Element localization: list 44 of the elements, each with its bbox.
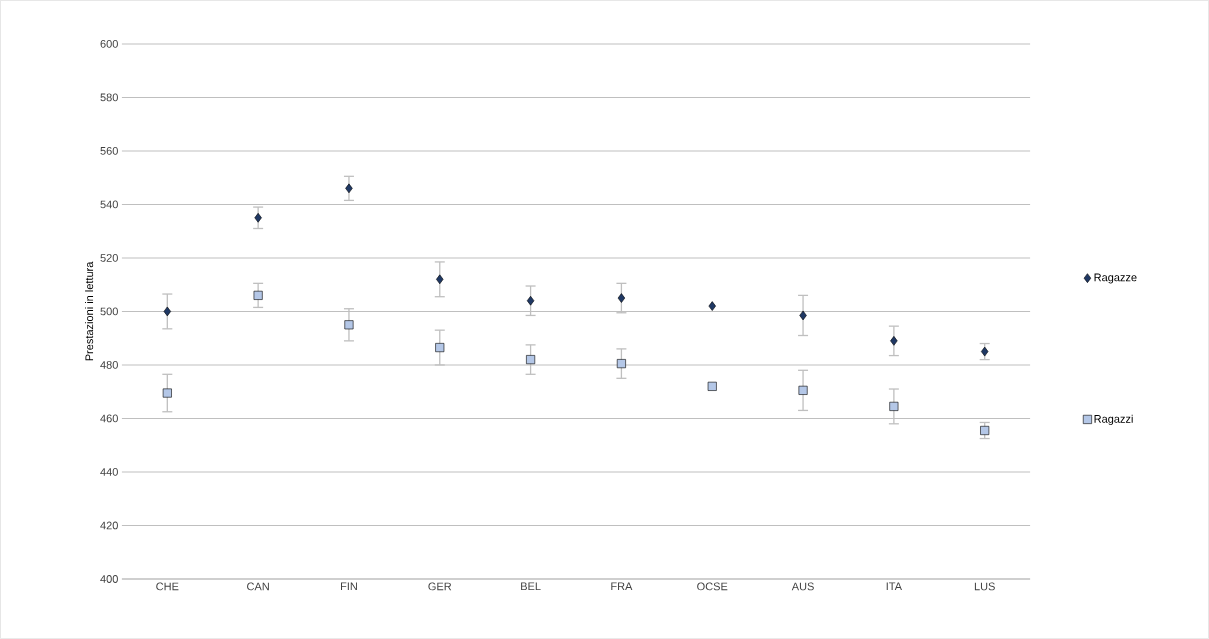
y-tick-label: 440 <box>100 468 118 476</box>
point <box>163 306 171 317</box>
point <box>889 401 899 411</box>
x-tick-label: FIN <box>341 582 357 591</box>
point <box>799 310 807 321</box>
point <box>526 295 535 306</box>
x-tick-label: BEL <box>521 582 541 591</box>
point <box>162 388 172 398</box>
y-tick-label: 400 <box>100 575 118 583</box>
point <box>981 346 989 357</box>
point <box>435 343 445 353</box>
point <box>254 213 262 223</box>
y-tick-label: 540 <box>100 200 118 209</box>
x-tick-label: CAN <box>247 582 269 591</box>
point <box>616 359 626 369</box>
y-tick-label: 480 <box>100 361 118 369</box>
point <box>617 293 626 303</box>
point <box>436 274 444 285</box>
point <box>890 336 898 346</box>
y-tick-label: 500 <box>100 307 118 316</box>
point <box>798 385 808 395</box>
point <box>344 320 354 330</box>
y-tick-label: 460 <box>100 414 118 423</box>
x-tick-label: OCSE <box>697 582 728 591</box>
point <box>253 290 263 300</box>
point <box>707 381 717 391</box>
x-tick-label: LUS <box>974 582 995 591</box>
x-tick-label: FRA <box>611 582 633 591</box>
x-tick-label: AUS <box>791 582 814 591</box>
y-tick-label: 580 <box>100 93 118 102</box>
y-tick-label: 600 <box>100 40 118 48</box>
point <box>708 301 716 311</box>
x-tick-label: GER <box>428 582 452 591</box>
point <box>526 355 536 365</box>
legend-label: Ragazze <box>1094 273 1137 284</box>
y-axis-title: Prestazioni in lettura <box>85 261 94 361</box>
y-tick-label: 420 <box>100 521 118 530</box>
point <box>980 426 990 436</box>
point <box>345 183 353 194</box>
y-tick-label: 520 <box>100 254 118 262</box>
x-tick-label: CHE <box>156 582 179 591</box>
legend-label: Ragazzi <box>1094 414 1133 426</box>
y-tick-label: 560 <box>100 147 118 155</box>
x-tick-label: ITA <box>886 582 902 591</box>
